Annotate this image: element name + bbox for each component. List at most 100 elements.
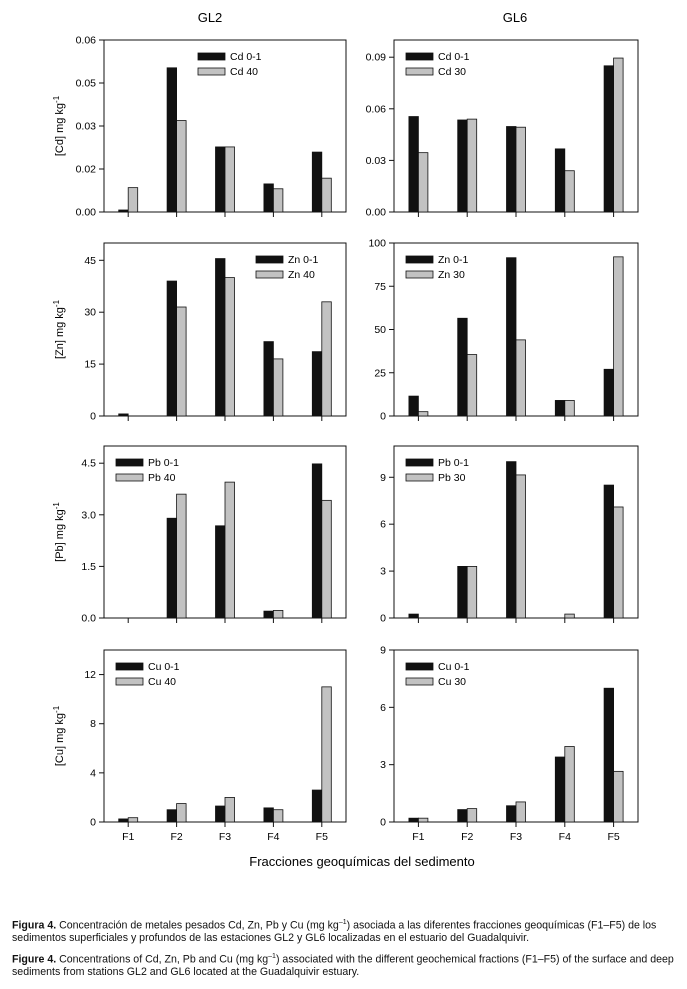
y-tick-label: 0.06 xyxy=(366,103,387,115)
y-tick-label: 6 xyxy=(380,519,386,531)
bar-cd-gl6-cd-30-f1 xyxy=(417,152,429,213)
bar-cu-gl6-cu-0-1-f3 xyxy=(506,805,517,823)
legend-swatch xyxy=(405,458,434,467)
legend-label: Zn 40 xyxy=(288,269,315,281)
y-tick-label: 0.09 xyxy=(366,52,387,64)
caption-es-text-1: Concentración de metales pesados Cd, Zn,… xyxy=(59,919,339,932)
legend-swatch xyxy=(405,270,434,279)
bar-cu-gl2-cu-0-1-f1 xyxy=(118,818,129,823)
legend-swatch xyxy=(405,52,434,61)
caption-en-text-2: ) associated with the different geochemi… xyxy=(12,953,674,979)
bar-cd-gl2-cd-0-1-f4 xyxy=(263,183,274,213)
panel-cu-gl6: 0 3 6 9 F1 F2 F3 F4 F5 Cu 0-1 Cu 30 xyxy=(380,645,639,843)
bar-zn-gl6-zn-30-f2 xyxy=(466,354,478,417)
bar-cu-gl6-cu-0-1-f5 xyxy=(603,687,614,823)
x-tick-label: F1 xyxy=(122,831,134,843)
y-axis-label-exponent: -1 xyxy=(52,299,61,307)
bar-pb-gl6-pb-0-1-f5 xyxy=(603,484,614,619)
y-tick-label: 9 xyxy=(380,472,386,484)
bar-cd-gl6-cd-0-1-f5 xyxy=(603,65,614,213)
y-axis-label: [Cu] mg kg-1 xyxy=(52,705,66,766)
y-axis-label-text: [Pb] mg kg xyxy=(54,509,66,562)
y-axis-label-text: [Zn] mg kg xyxy=(54,307,66,359)
bar-zn-gl6-zn-30-f5 xyxy=(613,256,624,417)
bar-pb-gl2-pb-0-1-f5 xyxy=(311,463,323,619)
bar-pb-gl2-pb-40-f5 xyxy=(321,499,332,619)
y-axis-label-exponent: -1 xyxy=(52,95,61,103)
bar-cu-gl6-cu-30-f4 xyxy=(564,746,575,823)
bar-cd-gl2-cd-40-f4 xyxy=(272,188,284,213)
bar-cd-gl6-cd-0-1-f3 xyxy=(506,126,517,213)
column-title-gl2: GL2 xyxy=(198,10,223,25)
y-tick-label: 30 xyxy=(84,307,96,319)
y-tick-label: 15 xyxy=(84,359,96,371)
y-tick-label: 9 xyxy=(380,645,386,657)
bar-zn-gl6-zn-0-1-f5 xyxy=(603,368,614,417)
y-tick-label: 0.02 xyxy=(76,164,97,176)
bar-pb-gl6-pb-0-1-f1 xyxy=(408,613,419,619)
bar-cd-gl2-cd-40-f5 xyxy=(321,177,332,213)
x-tick-label: F2 xyxy=(461,831,473,843)
bar-pb-gl2-pb-40-f4 xyxy=(272,610,284,619)
legend-swatch xyxy=(405,677,434,686)
legend-swatch xyxy=(405,67,434,76)
column-title-gl6: GL6 xyxy=(503,10,528,25)
bar-zn-gl6-zn-30-f3 xyxy=(515,339,526,417)
bar-cd-gl6-cd-30-f5 xyxy=(613,57,624,213)
x-tick-label: F5 xyxy=(607,831,619,843)
legend-label: Cd 40 xyxy=(230,66,258,78)
y-axis-label: [Zn] mg kg-1 xyxy=(52,299,66,359)
legend-swatch xyxy=(115,677,144,686)
legend-swatch xyxy=(405,662,434,671)
panel-pb-gl2: 0.0 1.5 3.0 4.5 Pb 0-1 Pb 40 [Pb] mg kg-1 xyxy=(52,445,347,625)
legend-label: Pb 0-1 xyxy=(148,457,179,469)
legend-label: Cd 0-1 xyxy=(438,51,470,63)
bar-pb-gl6-pb-0-1-f2 xyxy=(457,566,468,619)
bar-zn-gl2-zn-0-1-f2 xyxy=(166,280,178,417)
bar-zn-gl2-zn-0-1-f3 xyxy=(215,258,226,417)
bar-pb-gl6-pb-0-1-f3 xyxy=(506,461,517,619)
bar-cu-gl6-cu-30-f1 xyxy=(417,817,429,823)
bar-cd-gl2-cd-0-1-f1 xyxy=(118,209,129,213)
panel-cd-gl2: 0.00 0.02 0.03 0.05 0.06 Cd 0-1 Cd 40 [Cd] mg k… xyxy=(52,35,347,219)
y-tick-label: 4 xyxy=(90,767,96,779)
y-tick-label: 0 xyxy=(380,613,386,625)
y-tick-label: 0.05 xyxy=(76,78,97,90)
legend-label: Cu 30 xyxy=(438,676,466,688)
panel-zn-gl2: 0 15 30 45 Zn 0-1 Zn 40 [Zn] mg kg-1 xyxy=(52,242,347,423)
y-axis-label: [Pb] mg kg-1 xyxy=(52,502,66,562)
legend-label: Pb 0-1 xyxy=(438,457,469,469)
bar-zn-gl2-zn-40-f4 xyxy=(272,358,284,417)
y-tick-label: 0 xyxy=(380,817,386,829)
panel-cu-gl2: 0 4 8 12 F1 F2 F3 F4 F5 Cu 0-1 Cu 40 [Cu] mg kg-1 xyxy=(52,649,347,843)
y-tick-label: 0 xyxy=(380,411,386,423)
x-tick-label: F2 xyxy=(170,831,182,843)
x-tick-label: F1 xyxy=(412,831,424,843)
y-tick-label: 0.06 xyxy=(76,35,97,47)
y-axis-label-exponent: -1 xyxy=(52,705,61,713)
y-tick-label: 3.0 xyxy=(81,509,96,521)
bar-cd-gl2-cd-40-f2 xyxy=(176,120,187,213)
bar-cu-gl2-cu-40-f5 xyxy=(321,686,332,823)
bar-cu-gl6-cu-30-f5 xyxy=(613,770,624,823)
y-axis-label: [Cd] mg kg-1 xyxy=(52,95,66,156)
caption-es-sup: –1 xyxy=(338,919,347,926)
y-tick-label: 25 xyxy=(374,367,386,379)
panel-pb-gl6: 0 3 6 9 Pb 0-1 Pb 30 xyxy=(380,445,639,625)
bar-cd-gl2-cd-40-f3 xyxy=(224,146,235,213)
legend-label: Cu 0-1 xyxy=(148,661,180,673)
bar-pb-gl6-pb-30-f4 xyxy=(564,613,575,619)
bar-cu-gl6-cu-0-1-f2 xyxy=(457,809,468,823)
legend-label: Cd 0-1 xyxy=(230,51,262,63)
legend-swatch xyxy=(405,255,434,264)
y-tick-label: 0 xyxy=(90,817,96,829)
legend-swatch xyxy=(405,473,434,482)
y-tick-label: 0 xyxy=(90,411,96,423)
caption-english: Figure 4. Concentrations of Cd, Zn, Pb a… xyxy=(12,951,680,979)
legend-swatch xyxy=(197,67,226,76)
bar-zn-gl2-zn-40-f3 xyxy=(224,277,235,417)
bar-pb-gl6-pb-30-f2 xyxy=(466,566,478,619)
caption-es-text-2: ) asociada a las diferentes fracciones g… xyxy=(12,919,657,945)
y-tick-label: 1.5 xyxy=(81,561,96,573)
panel-frame xyxy=(393,649,639,823)
